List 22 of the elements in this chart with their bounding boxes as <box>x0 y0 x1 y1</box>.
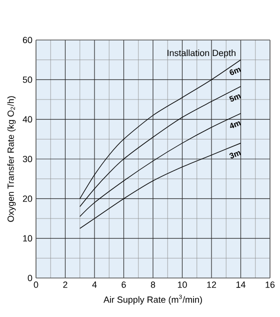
x-tick-label: 2 <box>63 282 68 288</box>
y-tick-label: 50 <box>22 76 32 83</box>
x-tick-label: 16 <box>266 282 275 288</box>
x-tick-label: 12 <box>207 282 216 288</box>
line-series <box>80 113 242 217</box>
y-tick-label: 30 <box>22 156 32 162</box>
x-tick-label: 14 <box>236 282 246 288</box>
line-series <box>80 59 242 200</box>
line-series <box>80 86 242 207</box>
y-tick-label: 60 <box>22 36 32 44</box>
y-tick-label: 0 <box>28 274 32 282</box>
y-tick-label: 40 <box>22 116 32 123</box>
line-series <box>80 142 242 229</box>
x-axis-title: Air Supply Rate (m$^{3}$/min) <box>104 294 202 305</box>
x-tick-label: 10 <box>178 282 187 288</box>
x-tick-label: 0 <box>34 282 38 288</box>
x-tick-label: 8 <box>150 282 156 288</box>
y-axis-title: Oxygen Transfer Rate (kg O$_{2}$/h) <box>7 96 16 222</box>
x-tick-label: 6 <box>122 282 126 288</box>
y-tick-label: 10 <box>23 235 32 242</box>
y-tick-label: 20 <box>22 195 32 202</box>
x-tick-label: 4 <box>92 282 97 288</box>
